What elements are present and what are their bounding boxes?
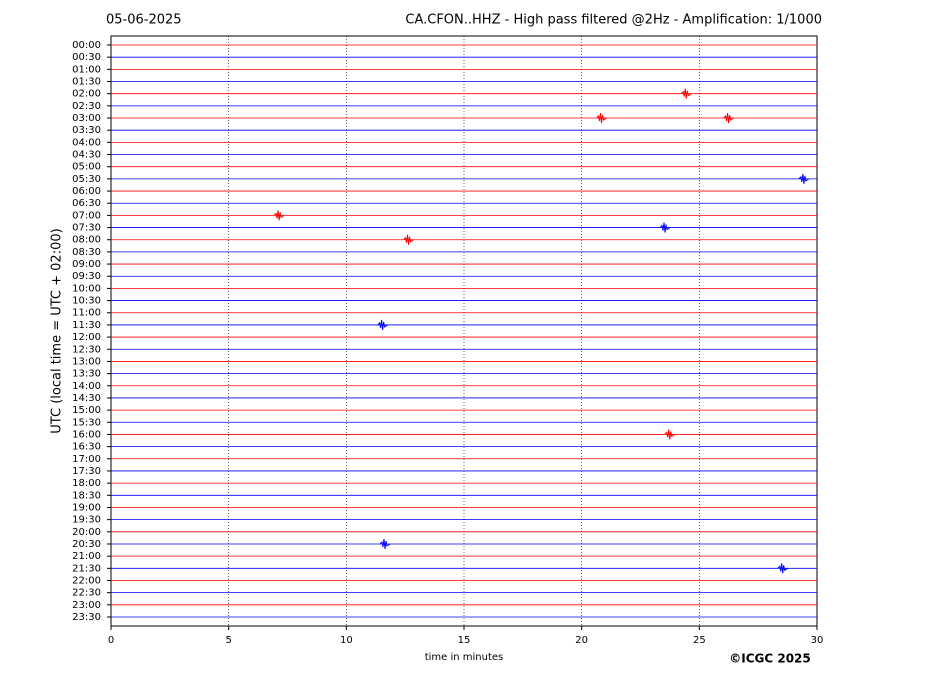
y-tick-label: 12:00 xyxy=(72,332,101,343)
credit: ©ICGC 2025 xyxy=(729,652,811,666)
y-tick-label: 23:00 xyxy=(72,600,101,611)
y-tick-label: 14:00 xyxy=(72,381,101,392)
y-tick-label: 13:30 xyxy=(72,369,101,380)
y-tick-label: 22:00 xyxy=(72,575,101,586)
y-tick-label: 00:00 xyxy=(72,40,101,51)
event-spike xyxy=(596,112,607,124)
y-tick-label: 01:30 xyxy=(72,77,101,88)
y-tick-label: 10:00 xyxy=(72,283,101,294)
y-tick-label: 17:30 xyxy=(72,466,101,477)
y-axis-label: UTC (local time = UTC + 02:00) xyxy=(50,228,65,433)
y-tick-label: 22:30 xyxy=(72,588,101,599)
y-tick-label: 09:30 xyxy=(72,271,101,282)
y-tick-label: 02:30 xyxy=(72,101,101,112)
y-tick-label: 16:30 xyxy=(72,442,101,453)
y-tick-label: 04:00 xyxy=(72,137,101,148)
x-tick-label: 30 xyxy=(811,635,824,646)
y-tick-label: 16:00 xyxy=(72,429,101,440)
y-tick-label: 05:00 xyxy=(72,162,101,173)
y-tick-label: 11:30 xyxy=(72,320,101,331)
y-tick-label: 07:00 xyxy=(72,210,101,221)
y-tick-label: 06:30 xyxy=(72,198,101,209)
y-tick-label: 03:00 xyxy=(72,113,101,124)
y-tick-label: 08:00 xyxy=(72,235,101,246)
event-spike xyxy=(273,210,285,221)
y-tick-label: 13:00 xyxy=(72,356,101,367)
y-tick-label: 17:00 xyxy=(72,454,101,465)
event-spike xyxy=(403,234,414,245)
y-tick-label: 11:00 xyxy=(72,308,101,319)
event-spike xyxy=(377,319,388,330)
event-spike xyxy=(664,429,676,440)
y-tick-label: 08:30 xyxy=(72,247,101,258)
x-tick-label: 20 xyxy=(575,635,588,646)
y-tick-label: 02:00 xyxy=(72,89,101,100)
event-spike xyxy=(659,222,671,233)
y-tick-label: 18:00 xyxy=(72,478,101,489)
y-tick-label: 10:30 xyxy=(72,296,101,307)
event-spike xyxy=(777,563,788,574)
y-tick-label: 19:00 xyxy=(72,502,101,513)
y-tick-label: 21:00 xyxy=(72,551,101,562)
y-tick-label: 03:30 xyxy=(72,125,101,136)
date-title: 05-06-2025 xyxy=(106,13,182,28)
y-tick-label: 09:00 xyxy=(72,259,101,270)
y-tick-label: 21:30 xyxy=(72,563,101,574)
y-tick-label: 20:30 xyxy=(72,539,101,550)
y-tick-label: 04:30 xyxy=(72,150,101,161)
y-tick-label: 20:00 xyxy=(72,527,101,538)
chart-title: CA.CFON..HHZ - High pass filtered @2Hz -… xyxy=(405,13,822,28)
event-spike xyxy=(379,538,391,550)
y-tick-label: 23:30 xyxy=(72,612,101,623)
y-tick-label: 19:30 xyxy=(72,515,101,526)
y-tick-label: 12:30 xyxy=(72,344,101,355)
event-spike xyxy=(723,112,734,124)
y-tick-label: 15:30 xyxy=(72,417,101,428)
y-tick-label: 01:00 xyxy=(72,64,101,75)
x-tick-label: 10 xyxy=(340,635,353,646)
y-tick-label: 05:30 xyxy=(72,174,101,185)
event-spike xyxy=(680,88,692,99)
y-tick-label: 14:30 xyxy=(72,393,101,404)
event-spike xyxy=(798,173,810,184)
x-tick-label: 0 xyxy=(108,635,114,646)
x-tick-label: 25 xyxy=(693,635,706,646)
x-tick-label: 5 xyxy=(225,635,231,646)
y-tick-label: 07:30 xyxy=(72,223,101,234)
y-tick-label: 15:00 xyxy=(72,405,101,416)
y-tick-label: 06:00 xyxy=(72,186,101,197)
x-axis-label: time in minutes xyxy=(425,652,504,663)
y-tick-label: 18:30 xyxy=(72,490,101,501)
y-tick-label: 00:30 xyxy=(72,52,101,63)
x-tick-label: 15 xyxy=(458,635,471,646)
